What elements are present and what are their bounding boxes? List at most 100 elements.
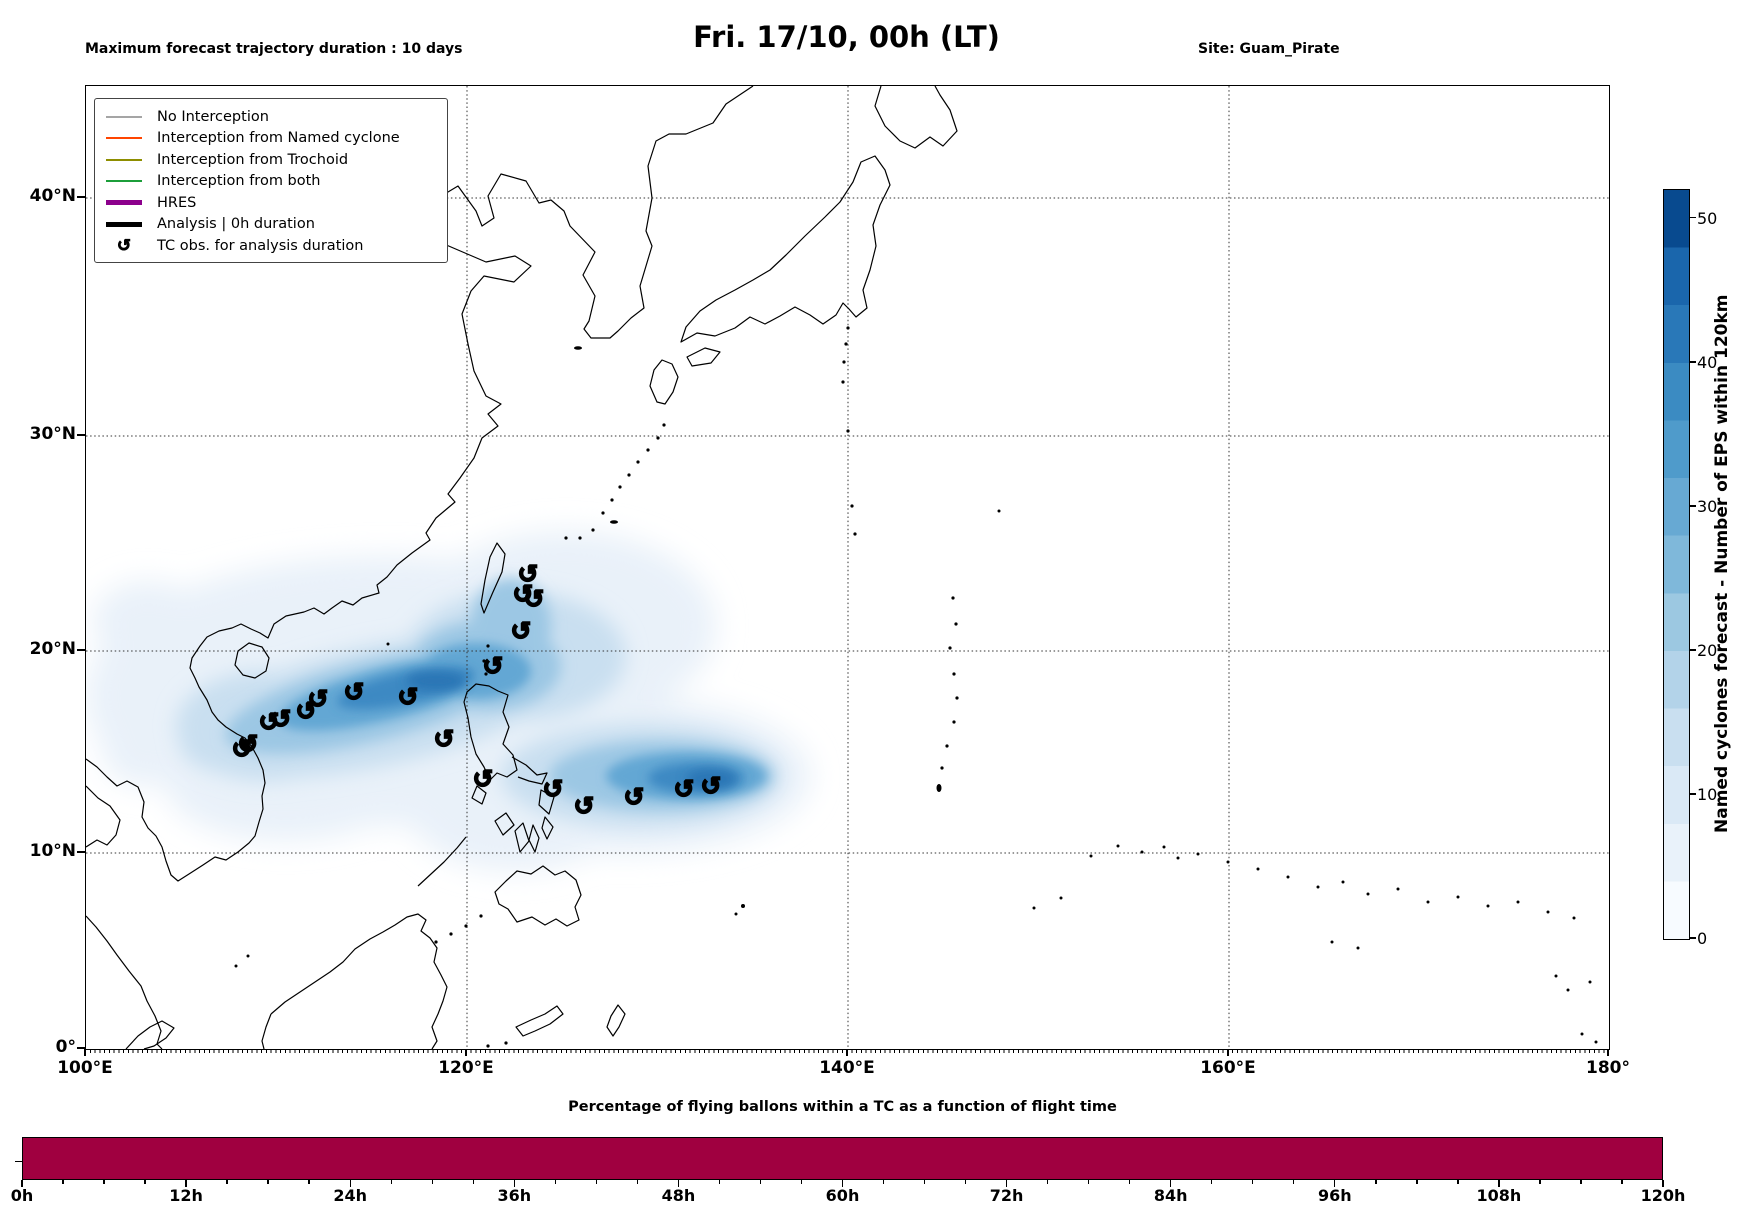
legend-item-label: Analysis | 0h duration (157, 216, 315, 233)
map-y-tick (77, 851, 85, 853)
map-y-tick (77, 1047, 85, 1049)
cyclone-icon: ↺ (433, 724, 456, 754)
legend-item-label: HRES (157, 194, 197, 211)
legend-line-icon (106, 180, 142, 183)
bottom-chart-x-tick-label: 108h (1476, 1186, 1522, 1205)
bottom-chart-x-tick-label: 84h (1153, 1186, 1188, 1205)
bottom-chart-minor-tick (718, 1180, 721, 1184)
bottom-chart-minor-tick (472, 1180, 474, 1184)
gridlines (86, 86, 1609, 1049)
legend-item-label: Interception from both (157, 173, 321, 190)
bottom-chart-minor-tick (1128, 1180, 1131, 1184)
cyclone-icon: ↺ (482, 651, 505, 681)
legend-line-swatch (101, 137, 147, 140)
colorbar-tick-label: 20 (1697, 640, 1718, 660)
legend-item-label: Interception from Named cyclone (157, 130, 400, 147)
legend-line-swatch (101, 115, 147, 118)
site-line: Site: Guam_Pirate (1198, 41, 1340, 57)
colorbar-tick (1690, 937, 1696, 939)
bottom-chart-major-tick (1005, 1180, 1008, 1187)
bottom-chart-minor-tick (1621, 1180, 1623, 1184)
map-x-tick-label: 180° (1586, 1058, 1630, 1078)
legend-line-icon (106, 200, 142, 206)
bottom-chart-x-tick-label: 72h (989, 1186, 1024, 1205)
bottom-chart-major-tick (1170, 1180, 1172, 1187)
bottom-chart-minor-tick (308, 1180, 310, 1184)
bottom-chart-y-tick (15, 1161, 22, 1163)
legend-item: Interception from both (101, 171, 441, 193)
bottom-chart-minor-tick (62, 1180, 64, 1184)
legend-line-icon (106, 115, 142, 118)
colorbar-tick (1690, 217, 1696, 219)
cyclone-icon: ↺ (472, 764, 495, 794)
legend-item: No Interception (101, 106, 441, 128)
map-y-tick-label: 10°N (29, 841, 76, 861)
bottom-chart-major-tick (677, 1180, 680, 1187)
bottom-chart-x-tick-label: 48h (661, 1186, 696, 1205)
coastlines (86, 86, 958, 1049)
legend-line-swatch (101, 158, 147, 161)
bottom-chart-major-tick (841, 1180, 844, 1187)
bottom-chart-minor-tick (1211, 1180, 1213, 1184)
cyclone-icon: ↺ (270, 704, 293, 734)
map-y-tick-label: 40°N (29, 186, 76, 206)
bottom-chart-x-tick-label: 12h (169, 1186, 203, 1205)
bottom-chart-major-tick (1662, 1180, 1664, 1187)
map-y-tick-label: 20°N (29, 639, 76, 659)
bottom-chart-x-tick-label: 60h (825, 1186, 860, 1205)
legend-line-swatch (101, 221, 147, 227)
map-x-tick-label: 100°E (57, 1058, 113, 1078)
bottom-chart-minor-tick (431, 1180, 433, 1184)
tc-obs-symbol-icon: ↺ (101, 235, 147, 256)
colorbar-tick-label: 30 (1697, 496, 1718, 516)
bottom-chart-minor-tick (923, 1180, 926, 1184)
colorbar-tick-label: 50 (1697, 208, 1718, 228)
bottom-chart-minor-tick (759, 1180, 762, 1184)
cyclone-icon: ↺ (343, 677, 366, 707)
legend-item: Analysis | 0h duration (101, 214, 441, 236)
bottom-chart-minor-tick (1046, 1180, 1049, 1184)
bottom-chart-minor-tick (1457, 1180, 1459, 1184)
bottom-chart-major-tick (1334, 1180, 1336, 1187)
bottom-chart-minor-tick (636, 1180, 639, 1184)
map-x-tick (1607, 1049, 1609, 1056)
colorbar-tick-label: 0 (1697, 929, 1708, 948)
colorbar-tick (1690, 505, 1696, 507)
bottom-chart-major-tick (21, 1180, 23, 1187)
bottom-chart-minor-tick (554, 1180, 557, 1184)
legend-line-icon (106, 221, 142, 227)
bottom-chart-bar (22, 1137, 1663, 1180)
map-x-tick (1227, 1049, 1229, 1056)
legend-item-label: No Interception (157, 108, 269, 125)
bottom-chart-x-tick-label: 120h (1640, 1186, 1686, 1205)
figure-title: Fri. 17/10, 00h (LT) (693, 20, 1000, 54)
legend-item: HRES (101, 192, 441, 214)
map-y-tick (77, 649, 85, 651)
map-legend: No Interception Interception from Named c… (94, 98, 448, 263)
bottom-chart-minor-tick (267, 1180, 269, 1184)
legend-item-label: Interception from Trochoid (157, 151, 349, 168)
cyclone-icon: ↺ (512, 579, 535, 609)
map-x-tick-label: 120°E (438, 1058, 494, 1078)
map-x-tick-label: 160°E (1200, 1058, 1256, 1078)
cyclone-icon: ↺ (510, 616, 533, 646)
cyclone-icon: ↺ (700, 771, 723, 801)
small-islands (234, 326, 1598, 1048)
map-x-tick (465, 1049, 467, 1056)
bottom-chart-x-tick-label: 36h (497, 1186, 532, 1205)
map-x-tick-label: 140°E (819, 1058, 875, 1078)
cyclone-icon: ↺ (623, 782, 646, 812)
bottom-chart-minor-tick (1293, 1180, 1295, 1184)
max-duration-line: Maximum forecast trajectory duration : 1… (85, 41, 463, 57)
bottom-chart-minor-tick (103, 1180, 105, 1184)
bottom-chart-title: Percentage of flying ballons within a TC… (568, 1099, 1117, 1115)
legend-line-swatch (101, 180, 147, 183)
cyclone-icon: ↺ (237, 729, 260, 759)
bottom-chart-x-tick-label: 0h (10, 1186, 34, 1205)
colorbar-label: Named cyclones forecast - Number of EPS … (1712, 294, 1732, 833)
cyclone-icon: ↺ (523, 584, 546, 614)
density-field (86, 531, 811, 871)
bottom-chart-minor-tick (882, 1180, 885, 1184)
colorbar-tick-label: 40 (1697, 352, 1718, 372)
